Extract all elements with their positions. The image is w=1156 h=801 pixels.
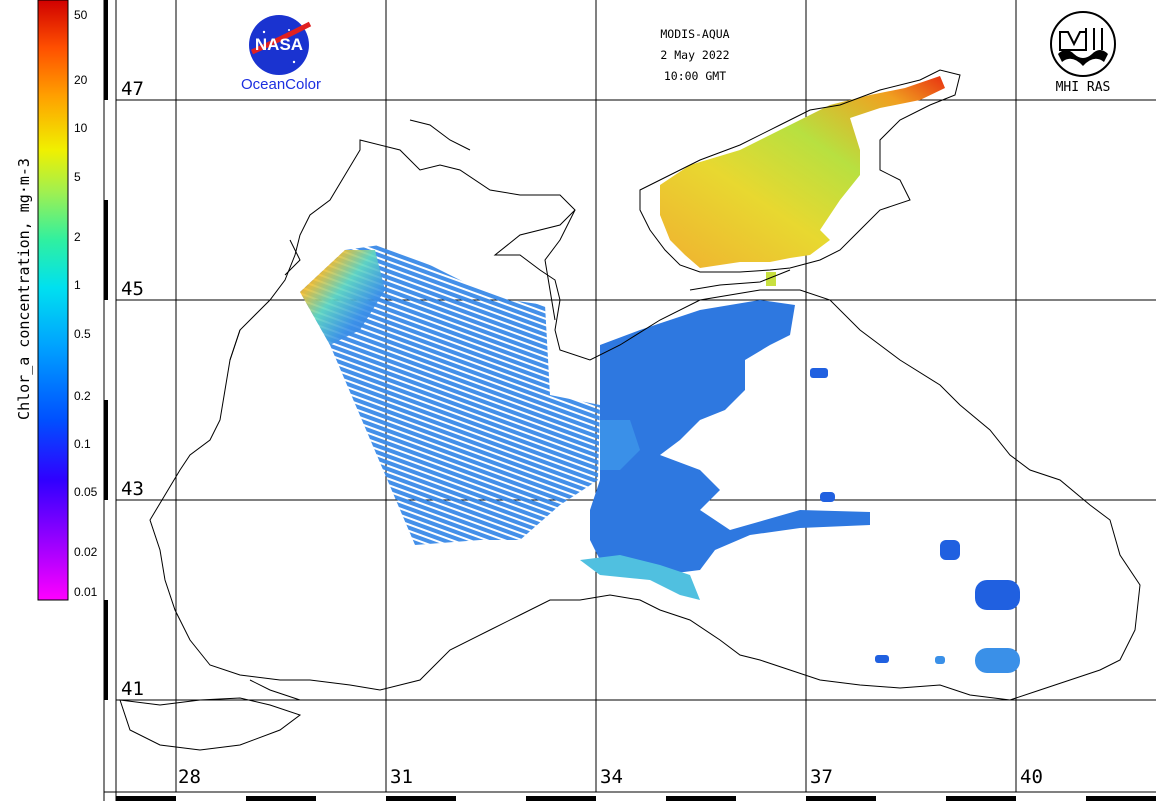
chlorophyll-azov [660,76,945,286]
nasa-logo: NASA [249,15,312,75]
lat-label-47: 47 [121,78,144,100]
lon-label-40: 40 [1020,766,1043,788]
lat-label-41: 41 [121,678,144,700]
lon-label-37: 37 [810,766,833,788]
lon-label-28: 28 [178,766,201,788]
colorbar-title: Chlor_a concentration, mg·m-3 [15,158,33,420]
lon-label-34: 34 [600,766,623,788]
cb-tick-10: 10 [74,121,88,135]
coastline [119,69,1141,751]
lat-label-45: 45 [121,278,144,300]
oceancolor-caption: OceanColor [240,76,322,93]
acquisition-time: 10:00 GMT [663,69,727,83]
cb-tick-0-2: 0.2 [74,389,91,403]
lon-label-31: 31 [390,766,413,788]
nasa-logo-text: NASA [255,35,303,54]
satellite-info: MODIS-AQUA 2 May 2022 10:00 GMT [620,24,770,87]
mhi-caption: MHI RAS [1055,80,1111,95]
cb-tick-0-02: 0.02 [74,545,98,559]
sensor-name: MODIS-AQUA [660,27,730,41]
cb-tick-20: 20 [74,73,88,87]
chlorophyll-central [580,300,1020,673]
estuary-lines [229,119,471,361]
cb-tick-1: 1 [74,278,81,292]
chlorophyll-west-swath [300,245,600,545]
left-ruler [103,0,117,801]
cb-tick-50: 50 [74,8,88,22]
cb-tick-0-5: 0.5 [74,327,91,341]
acquisition-date: 2 May 2022 [660,48,730,62]
lat-label-43: 43 [121,478,144,500]
colorbar-gradient [37,0,69,601]
cb-tick-5: 5 [74,170,81,184]
bottom-ruler [104,791,1156,801]
cb-tick-0-05: 0.05 [74,485,98,499]
mhi-logo [1050,11,1116,77]
cb-tick-0-01: 0.01 [74,585,98,599]
cb-tick-0-1: 0.1 [74,437,91,451]
cb-tick-2: 2 [74,230,81,244]
